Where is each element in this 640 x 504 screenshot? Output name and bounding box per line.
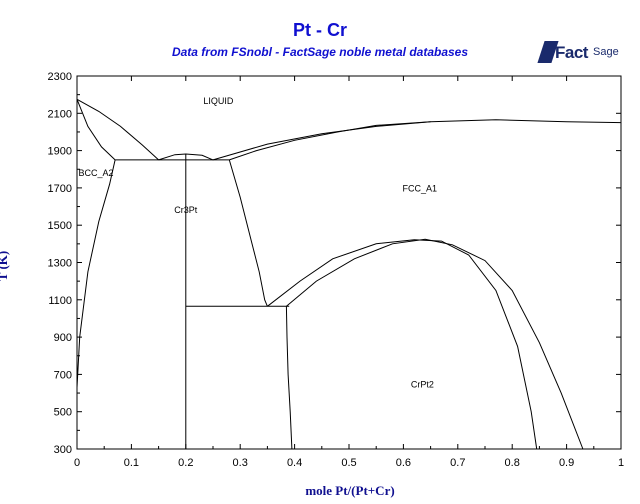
x-tick-label: 1	[618, 457, 624, 469]
phase-label: FCC_A1	[402, 184, 437, 194]
x-tick-label: 0.8	[505, 457, 520, 469]
phase-label: BCC_A2	[79, 168, 114, 178]
y-tick-label: 1700	[48, 183, 72, 195]
phase-boundary-13	[285, 306, 293, 450]
phase-boundary-9	[228, 159, 268, 307]
y-tick-label: 900	[54, 332, 72, 344]
x-tick-label: 0.9	[559, 457, 574, 469]
x-tick-label: 0.1	[124, 457, 139, 469]
x-tick-label: 0.3	[233, 457, 248, 469]
phase-boundary-3	[76, 159, 116, 388]
phase-boundary-2	[76, 99, 116, 161]
y-tick-label: 1500	[48, 220, 72, 232]
y-axis: 300 500 700 900 1100 1300 1500 1700 1900 2100 2300	[48, 71, 621, 456]
chart-subtitle: Data from FSnobl - FactSage noble metal …	[171, 45, 469, 59]
phase-label: Cr3Pt	[174, 205, 198, 215]
x-tick-label: 0	[74, 457, 80, 469]
phase-boundary-8	[229, 121, 431, 161]
factsage-logo: Fact Sage	[537, 40, 621, 74]
x-tick-label: 0.6	[396, 457, 411, 469]
phase-labels: LIQUID BCC_A2 FCC_A1 Cr3Pt CrPt2	[79, 96, 437, 389]
y-tick-label: 2100	[48, 108, 72, 120]
y-tick-label: 700	[54, 369, 72, 381]
phase-boundary-7	[212, 119, 622, 161]
phase-boundary-12	[286, 238, 584, 450]
phase-boundary-1	[76, 98, 159, 161]
y-tick-label: 500	[54, 407, 72, 419]
logo-brand-text: Fact	[555, 43, 588, 62]
logo-brand-suffix: Sage	[593, 46, 619, 58]
phase-label: CrPt2	[411, 379, 434, 389]
x-tick-label: 0.7	[450, 457, 465, 469]
x-tick-label: 0.4	[287, 457, 302, 469]
x-tick-label: 0.5	[341, 457, 356, 469]
y-tick-label: 1300	[48, 258, 72, 270]
phase-boundaries	[76, 98, 622, 450]
x-axis: 0 0.1 0.2 0.3 0.4 0.5 0.6 0.7 0.8 0.9 1	[74, 76, 624, 469]
x-tick-label: 0.2	[178, 457, 193, 469]
phase-boundary-11	[267, 239, 538, 450]
x-axis-label: mole Pt/(Pt+Cr)	[305, 483, 395, 498]
y-axis-label: T (K)	[0, 250, 11, 281]
y-tick-label: 2300	[48, 71, 72, 83]
phase-label: LIQUID	[203, 96, 234, 106]
y-tick-label: 1100	[48, 295, 72, 307]
y-tick-label: 1900	[48, 146, 72, 158]
chart-title: Pt - Cr	[293, 20, 347, 40]
y-tick-label: 300	[54, 444, 72, 456]
